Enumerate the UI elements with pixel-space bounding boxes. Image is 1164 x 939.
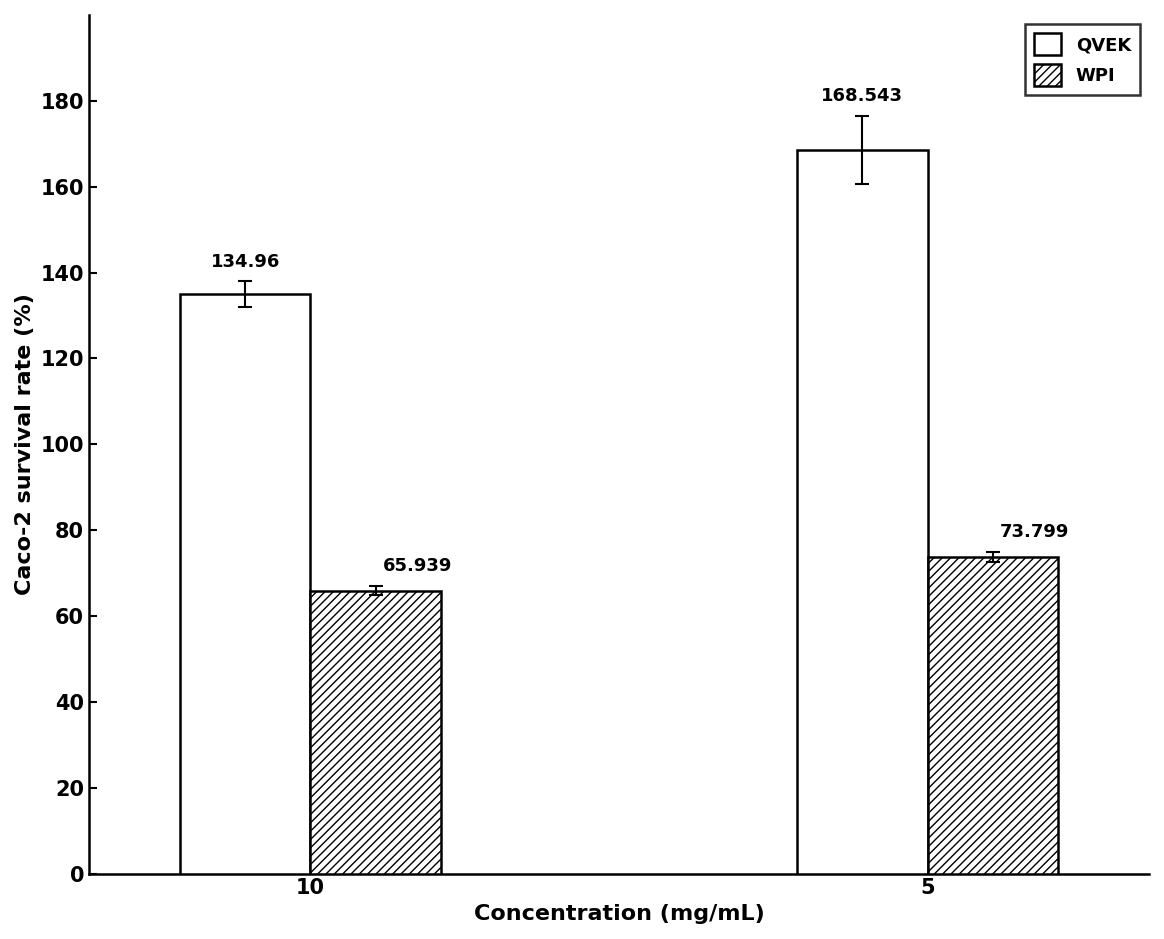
X-axis label: Concentration (mg/mL): Concentration (mg/mL) <box>474 904 765 924</box>
Text: 168.543: 168.543 <box>822 87 903 105</box>
Text: 134.96: 134.96 <box>211 253 281 270</box>
Legend: QVEK, WPI: QVEK, WPI <box>1025 24 1140 95</box>
Text: 65.939: 65.939 <box>383 558 452 576</box>
Bar <box>797 150 928 873</box>
Text: 73.799: 73.799 <box>1000 523 1069 541</box>
Y-axis label: Caco-2 survival rate (%): Caco-2 survival rate (%) <box>15 293 35 595</box>
Bar <box>180 294 311 873</box>
Bar <box>928 557 1058 873</box>
Bar <box>311 591 441 873</box>
